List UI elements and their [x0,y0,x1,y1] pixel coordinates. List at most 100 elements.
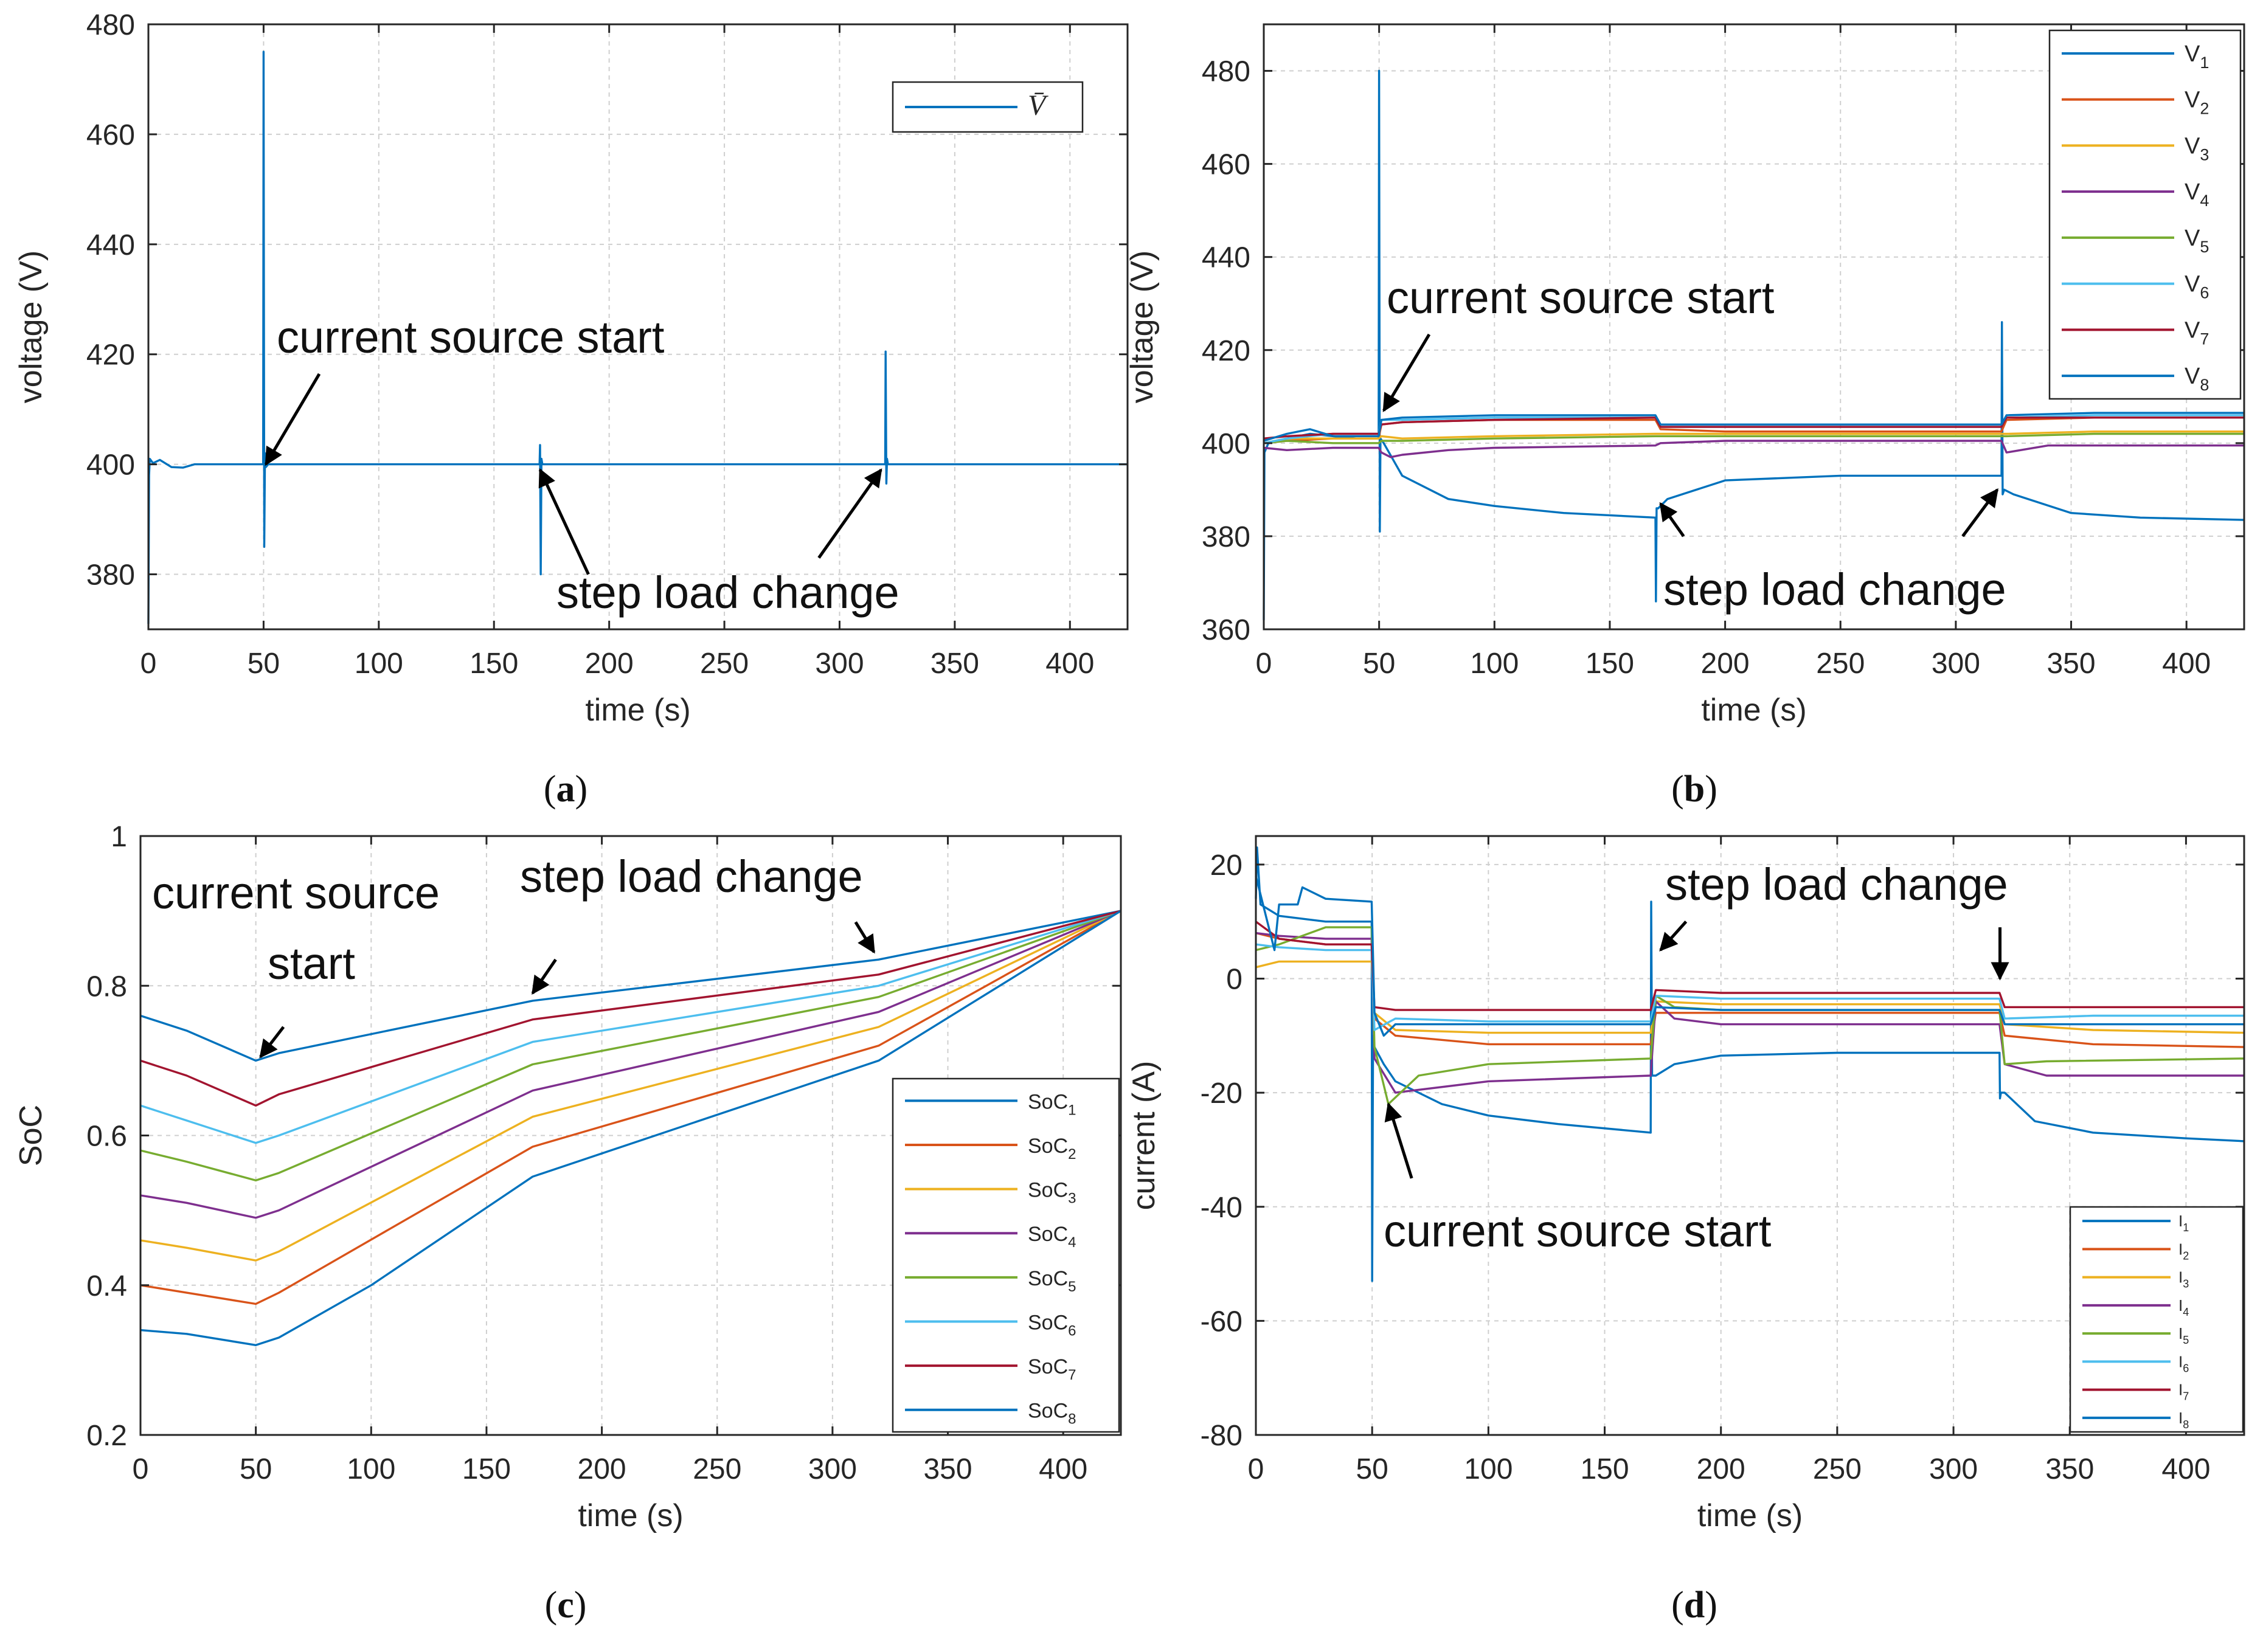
legend-label: V6 [2185,272,2209,302]
y-tick-label: 400 [1202,428,1250,460]
legend-label: SoC1 [1028,1090,1076,1118]
annotation-arrow [1659,921,1688,952]
x-tick-label: 0 [1248,1453,1264,1485]
legend-label: SoC7 [1028,1355,1076,1383]
series-line-V4 [1263,440,2244,458]
x-tick-label: 50 [1356,1453,1388,1485]
panel-d: 0 50 100 150 200 250 300 350 400 -80 -60 -40 -20 0 20 t… [1126,835,2245,1626]
series-line-V̄ [147,50,1128,624]
y-tick-label: 0.2 [86,1420,127,1452]
annotations: step load change current source start [1384,859,2009,1256]
series-line-V3 [1263,430,2244,444]
legend-label: V7 [2185,317,2209,348]
x-tick-label: 100 [355,648,403,680]
y-tick-label: 0 [1226,964,1242,996]
y-tick-label: -60 [1201,1305,1242,1338]
annotation-arrow [259,1026,285,1059]
y-axis-label: current (A) [1126,1061,1162,1211]
annotation-arrow [538,468,590,575]
y-tick-label: 480 [86,9,135,41]
x-axis-label: time (s) [578,1498,683,1533]
series-line-V8 [1263,412,2244,442]
legend-box [2048,29,2242,400]
series-line-SoC2 [140,910,1121,1305]
series-line-I8 [1255,876,2244,1037]
y-tick-label: 380 [1202,521,1250,553]
x-tick-label: 400 [1039,1453,1087,1485]
legend-label: I4 [2178,1296,2189,1318]
series-group [147,50,1128,624]
x-axis-label: time (s) [585,693,690,728]
annotation-arrow [1659,502,1685,537]
legend-label: V̄ [1028,89,1048,122]
legend: V1 V2 V3 V4 V5 V6 V7 V8 [2048,29,2242,400]
x-axis-label: time (s) [1697,1498,1803,1533]
series-line-SoC4 [140,910,1121,1219]
x-tick-label: 200 [585,648,634,680]
y-tick-label: -40 [1201,1192,1242,1224]
series-line-I6 [1255,943,2244,1031]
annotation-text: current source [152,868,440,918]
legend-label: SoC8 [1028,1400,1076,1428]
x-tick-label: 400 [1045,648,1094,680]
panel-b: 0 50 100 150 200 250 300 350 400 360 380 400 420 440 4… [1125,23,2245,810]
annotation-text: step load change [1663,564,2006,615]
annotation-text: current source start [1384,1206,1772,1256]
series-line-SoC1 [140,910,1121,1062]
x-tick-label: 250 [1813,1453,1862,1485]
y-tick-label: 420 [1202,335,1250,367]
legend-label: I1 [2178,1212,2189,1234]
panel-caption: (d) [1671,1585,1717,1626]
series-line-I5 [1255,926,2245,1105]
legend-label: I2 [2178,1240,2189,1262]
ticks: 0 50 100 150 200 250 300 350 400 380 400 420 440 460 4… [86,9,1128,680]
y-tick-label: -80 [1201,1420,1242,1452]
x-tick-label: 200 [578,1453,626,1485]
legend-box [892,1077,1120,1433]
legend-label: V3 [2185,133,2209,164]
y-tick-label: 420 [86,339,135,372]
x-tick-label: 50 [1363,648,1395,680]
y-tick-label: 0.4 [86,1270,127,1302]
legend-label: I6 [2178,1352,2189,1374]
x-tick-label: 150 [1580,1453,1629,1485]
x-tick-label: 350 [930,648,979,680]
y-tick-label: 360 [1202,614,1250,646]
x-axis-label: time (s) [1701,693,1806,728]
x-tick-label: 200 [1697,1453,1745,1485]
y-tick-label: 0.6 [86,1121,127,1153]
legend-label: V2 [2185,88,2209,118]
legend: I1 I2 I3 I4 I5 I6 I7 I8 [2069,1206,2244,1433]
annotation-arrow [531,958,557,995]
x-tick-label: 100 [1464,1453,1513,1485]
legend-box [2069,1206,2244,1433]
x-tick-label: 250 [1816,648,1865,680]
legend: V̄ [892,81,1084,133]
axes-frame [147,23,1129,631]
y-tick-label: 20 [1210,849,1242,882]
series-line-SoC8 [140,910,1121,1347]
x-tick-label: 150 [1585,648,1634,680]
annotation-arrow [817,468,882,559]
axes-frame [1255,835,2245,1436]
y-axis-label: SoC [13,1105,49,1166]
annotation-text: start [268,938,355,989]
x-tick-label: 350 [923,1453,972,1485]
legend-label: V5 [2185,226,2209,256]
x-tick-label: 300 [808,1453,857,1485]
series-line-I7 [1255,921,2244,1011]
y-tick-label: 480 [1202,56,1250,88]
x-tick-label: 250 [693,1453,741,1485]
legend-label: SoC2 [1028,1135,1076,1163]
annotation-text: step load change [1665,859,2008,910]
y-tick-label: 400 [86,449,135,482]
panel-caption: (c) [545,1585,587,1626]
series-group [140,910,1121,1347]
ticks: 0 50 100 150 200 250 300 350 400 360 380 400 420 440 4… [1202,24,2244,680]
x-tick-label: 150 [462,1453,511,1485]
annotation-arrow [1961,488,1999,537]
annotations: current source start step load change [152,851,876,1059]
x-tick-label: 0 [140,648,157,680]
grid [1264,24,2244,629]
x-tick-label: 200 [1701,648,1750,680]
